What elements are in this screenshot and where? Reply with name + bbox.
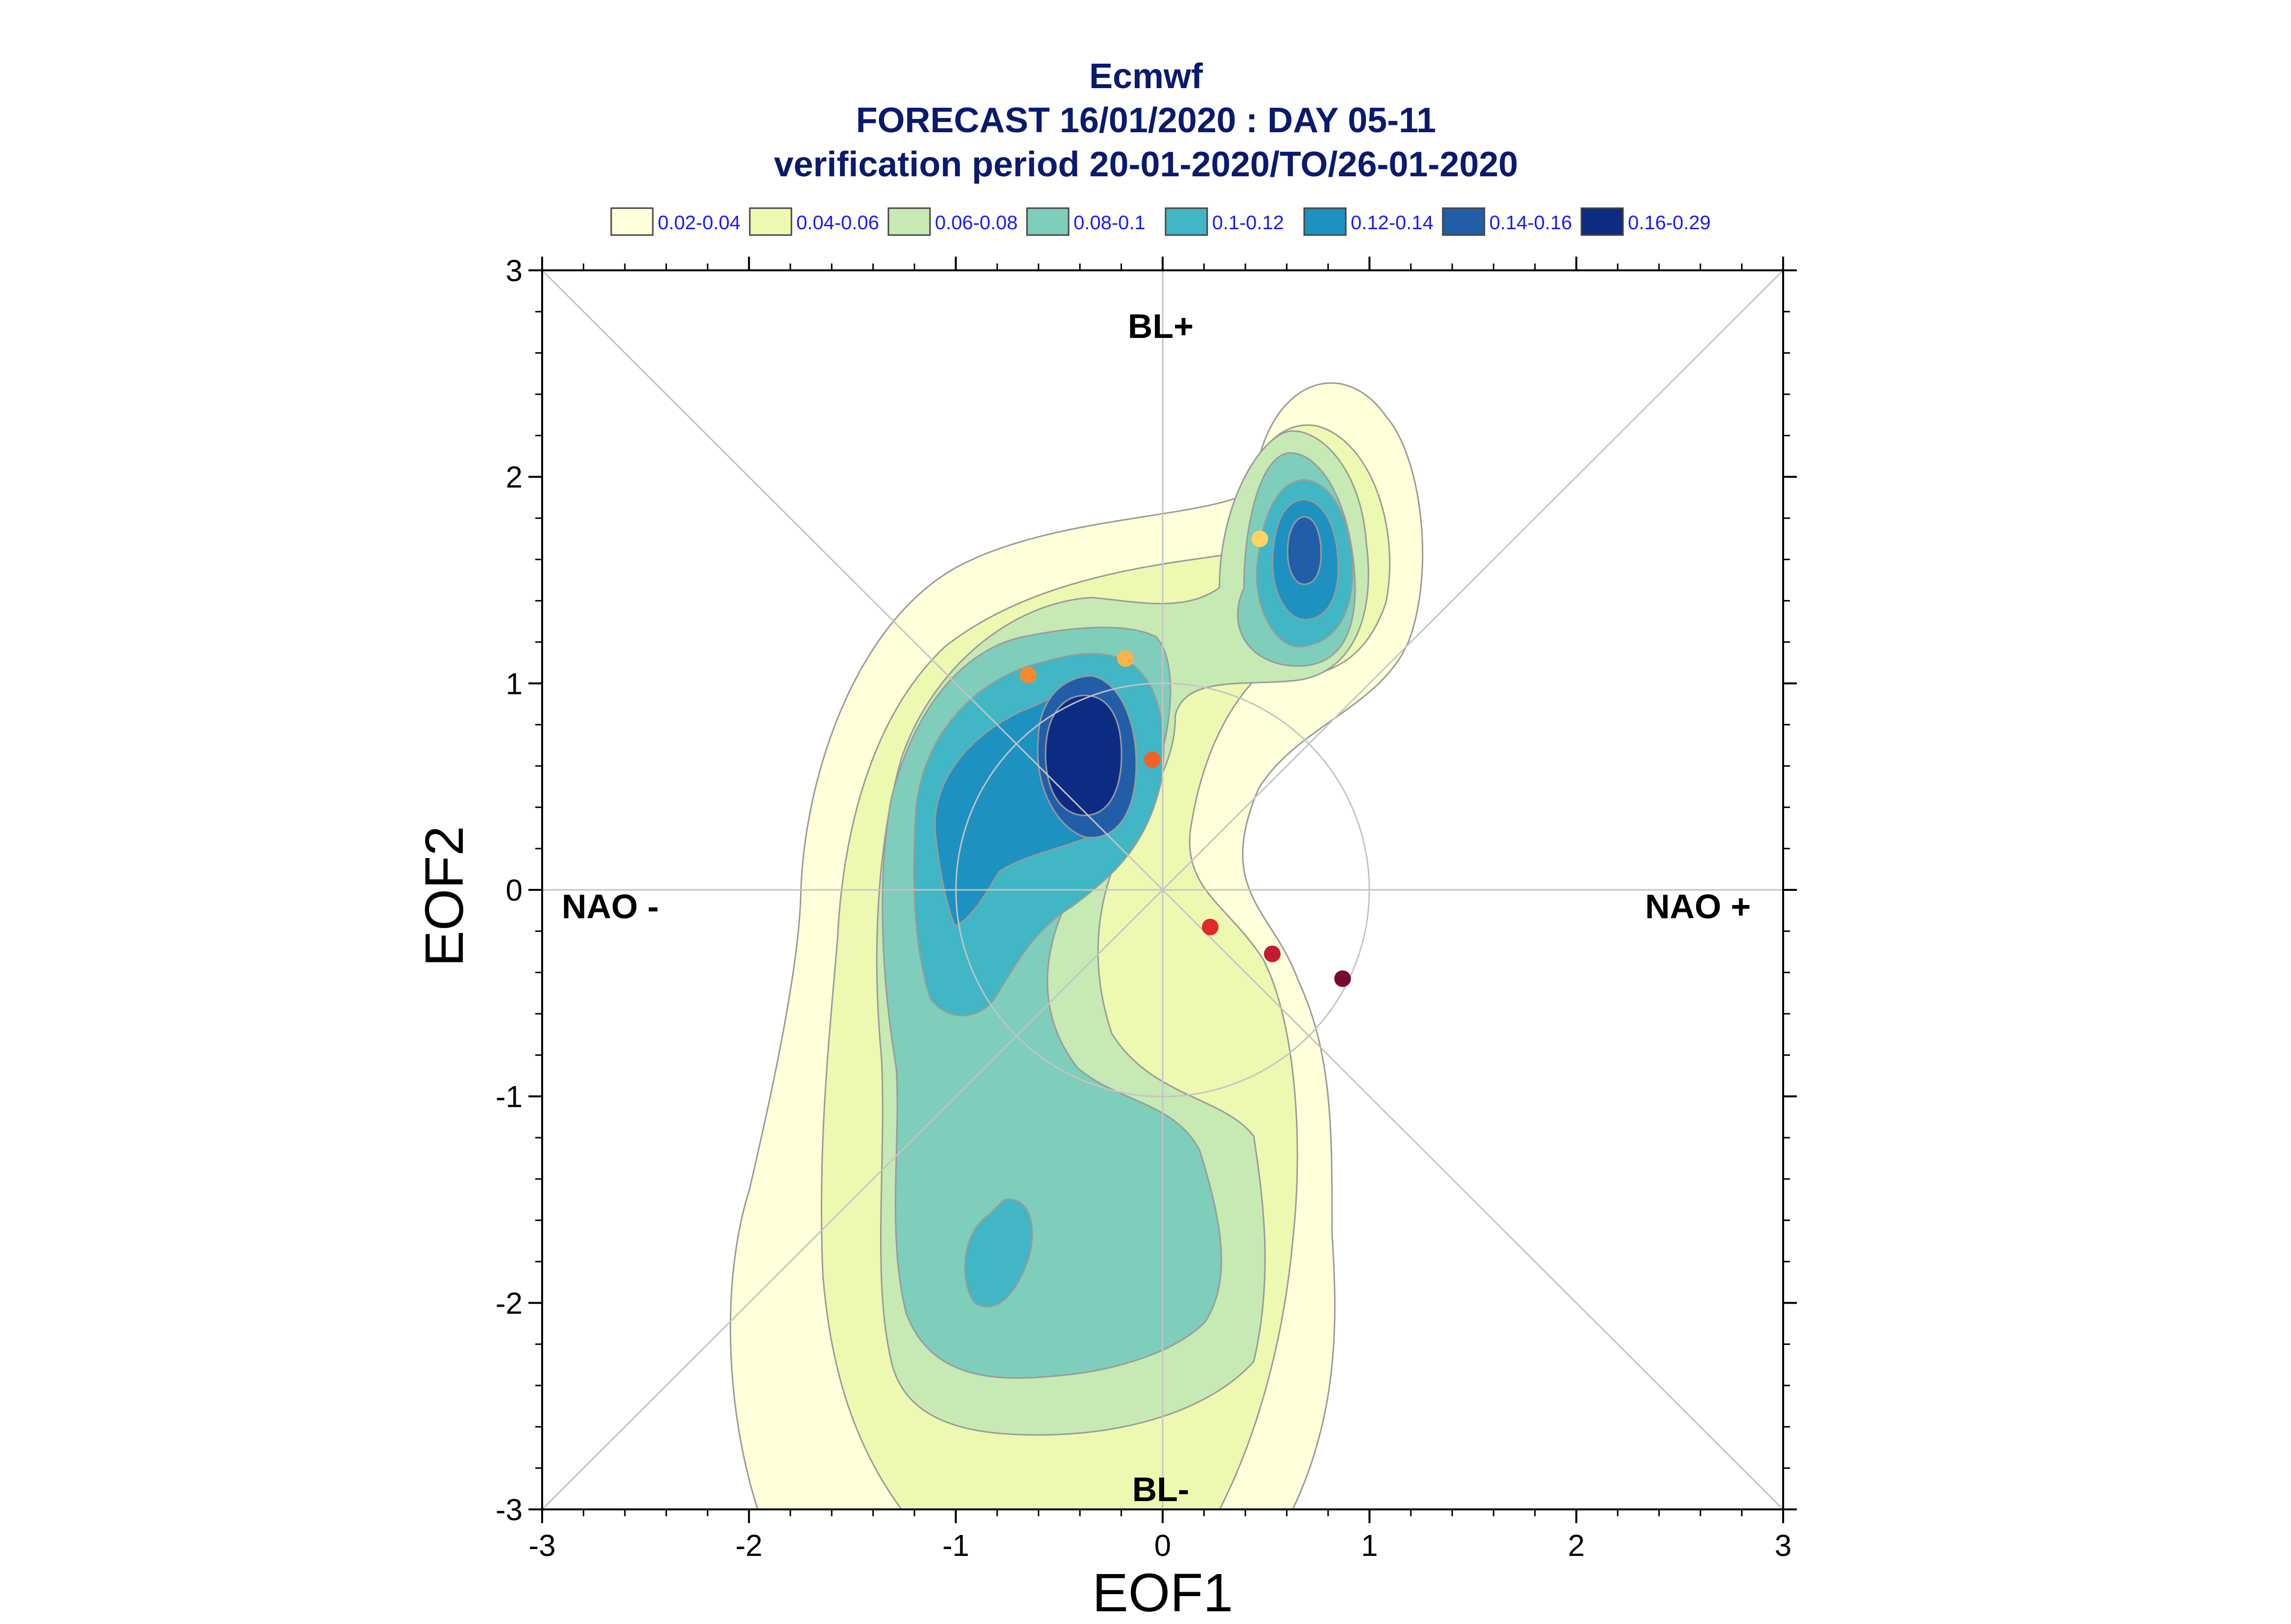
trajectory-point-5 bbox=[1264, 945, 1281, 962]
x-tick-label-0: -3 bbox=[528, 1529, 555, 1563]
legend-swatch-6 bbox=[1442, 207, 1485, 236]
legend-swatch-7 bbox=[1580, 207, 1624, 236]
y-axis-title: EOF2 bbox=[414, 826, 475, 966]
contour-level-0.16-0.29 bbox=[1045, 694, 1122, 816]
reference-lines bbox=[542, 270, 1783, 1509]
chart-title-line-2: FORECAST 16/01/2020 : DAY 05-11 bbox=[856, 101, 1436, 140]
y-tick-label-2: 1 bbox=[506, 667, 523, 701]
x-tick-label-4: 1 bbox=[1361, 1529, 1378, 1563]
legend-label-6: 0.14-0.16 bbox=[1489, 212, 1572, 234]
region-label-top: BL+ bbox=[1128, 307, 1193, 345]
legend-swatch-0 bbox=[610, 207, 654, 236]
x-axis-title: EOF1 bbox=[1092, 1563, 1233, 1622]
region-label-bottom: BL- bbox=[1132, 1470, 1190, 1508]
x-tick-label-1: -2 bbox=[736, 1529, 763, 1563]
legend-label-2: 0.06-0.08 bbox=[935, 212, 1018, 234]
trajectory-point-0 bbox=[1251, 530, 1268, 548]
legend-label-3: 0.08-0.1 bbox=[1074, 212, 1146, 234]
chart-title-line-1: Ecmwf bbox=[1089, 57, 1203, 96]
trajectory-points bbox=[1020, 530, 1351, 987]
legend-swatch-2 bbox=[887, 207, 931, 236]
x-tick-label-2: -1 bbox=[942, 1529, 969, 1563]
trajectory-point-4 bbox=[1202, 918, 1219, 935]
trajectory-point-3 bbox=[1144, 751, 1161, 768]
density-contours bbox=[729, 382, 1424, 1509]
legend-label-5: 0.12-0.14 bbox=[1351, 212, 1433, 234]
y-tick-label-6: -3 bbox=[496, 1493, 523, 1527]
y-tick-label-3: 0 bbox=[506, 874, 523, 908]
unit-circle bbox=[955, 682, 1370, 1098]
chart-title-line-3: verification period 20-01-2020/TO/26-01-… bbox=[774, 145, 1518, 184]
x-tick-label-3: 0 bbox=[1154, 1529, 1171, 1563]
legend-label-4: 0.1-0.12 bbox=[1212, 212, 1284, 234]
legend-swatch-5 bbox=[1303, 207, 1347, 236]
legend-label-7: 0.16-0.29 bbox=[1628, 212, 1711, 234]
plot-area bbox=[542, 270, 1783, 1509]
legend-swatch-1 bbox=[749, 207, 792, 236]
legend-swatch-4 bbox=[1165, 207, 1208, 236]
axes: -3 -2 -1 0 1 2 3 3 2 1 0 -1 -2 -3 bbox=[496, 254, 1797, 1563]
x-tick-label-5: 2 bbox=[1568, 1529, 1584, 1563]
y-tick-label-5: -2 bbox=[496, 1287, 523, 1320]
y-tick-label-1: 2 bbox=[506, 461, 523, 495]
legend: 0.02-0.04 0.04-0.06 0.06-0.08 0.08-0.1 0.1-0… bbox=[610, 207, 1711, 236]
legend-label-0: 0.02-0.04 bbox=[658, 212, 740, 234]
trajectory-point-2 bbox=[1020, 667, 1037, 684]
region-label-left: NAO - bbox=[562, 887, 659, 926]
legend-swatch-3 bbox=[1026, 207, 1070, 236]
contour-level-0.1-0.12 bbox=[913, 479, 1354, 1308]
trajectory-point-1 bbox=[1117, 650, 1134, 667]
trajectory-point-6 bbox=[1334, 970, 1351, 987]
region-label-right: NAO + bbox=[1645, 887, 1751, 926]
legend-label-1: 0.04-0.06 bbox=[796, 212, 879, 234]
x-tick-label-6: 3 bbox=[1775, 1529, 1791, 1563]
y-tick-label-0: 3 bbox=[506, 254, 523, 288]
y-tick-label-4: -1 bbox=[496, 1080, 523, 1114]
